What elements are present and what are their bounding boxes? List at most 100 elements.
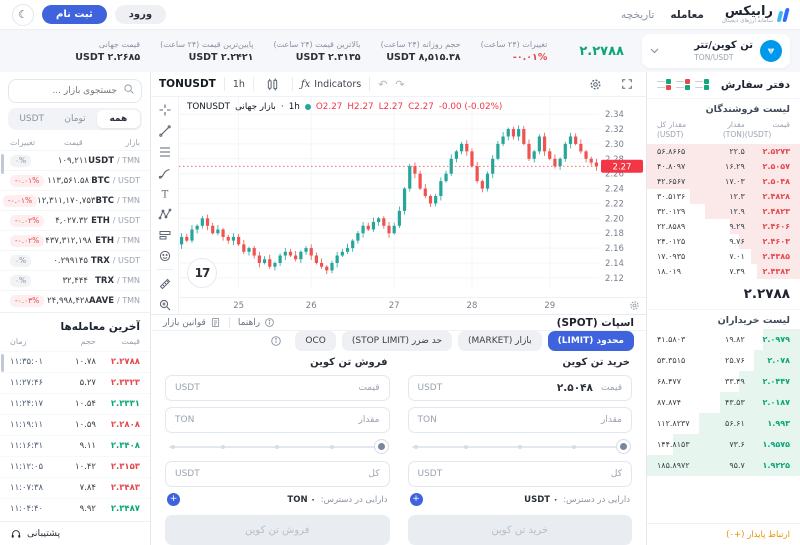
book-price: ۱.۹۵۷۵ [762,440,790,450]
svg-text:2.30: 2.30 [605,140,624,150]
book-view-sell-icon[interactable] [676,79,690,91]
order-type-info-icon[interactable] [265,332,287,351]
buy-balance: دارایی در دسترس: ۰ USDT + [409,493,630,506]
sell-slider-handle[interactable] [374,440,388,453]
trend-line-icon[interactable] [154,122,176,141]
market-row[interactable]: TRX / TMN ۳۲,۴۴۴ ۰% [0,270,150,290]
sell-total-field[interactable]: کل USDT [165,461,390,487]
indicators-button[interactable]: ƒx Indicators [300,78,362,90]
market-scrollbar[interactable] [1,154,4,174]
chart-settings-gear-icon[interactable] [584,75,606,94]
support-link[interactable]: پشتیبانی [0,521,150,545]
help-link[interactable]: راهنما [238,317,275,328]
order-book-row[interactable]: ۲.۰۴۴۷ ۳۳.۴۹ ۶۸.۴۷۷ [647,371,800,393]
buy-price-field[interactable]: قیمت ۲.۵۰۴۸ USDT [407,375,632,401]
time-axis-label: 27 [388,301,400,311]
long-position-icon[interactable] [154,226,176,245]
crosshair-icon[interactable] [154,101,176,120]
redo-icon[interactable]: ↷ [395,77,405,91]
sell-amount-field[interactable]: مقدار TON [165,407,390,433]
book-total: ۱۸۵.۸۹۷۲ [657,461,690,471]
market-row[interactable]: USDT / TMN ۱۰۹,۲۱۱ ۰% [0,150,150,170]
theme-toggle[interactable]: ☾ [12,3,34,26]
deposit-ton-icon[interactable]: + [167,493,180,506]
order-book-row[interactable]: ۲.۴۸۲۸ ۱۲.۳ ۳۰.۵۱۳۶ [647,189,800,205]
market-row[interactable]: ETH / TMN ۴۳۷,۳۱۲,۱۹۸ -۰.۰۲% [0,230,150,250]
xabcd-pattern-icon[interactable] [154,205,176,224]
book-price: ۲.۴۸۲۳ [762,207,790,217]
order-type-button[interactable]: حد ضرر (STOP LIMIT) [341,331,453,351]
pair-selector[interactable]: تن کوین/تتر TON/USDT [642,34,790,68]
market-row[interactable]: BTC / TMN ۱۲,۳۱۱,۱۷۰,۷۵۳ -۰.۰۱% [0,190,150,210]
market-change: -۰.۰۲% [10,234,45,247]
text-tool-icon[interactable]: T [154,184,176,203]
order-book-row[interactable]: ۲.۰۷۸ ۲۵.۷۶ ۵۳.۳۵۱۵ [647,350,800,372]
trade-time: ۱۱:۱۶:۳۱ [10,441,44,451]
login-button[interactable]: ورود [114,5,167,24]
buy-total-field[interactable]: کل USDT [407,461,632,487]
ton-coin-icon [760,40,782,62]
book-view-both-icon[interactable] [695,79,709,91]
zoom-in-icon[interactable] [154,295,176,314]
order-book-row[interactable]: ۲.۰۱۸۷ ۴۳.۵۳ ۸۷.۸۷۴ [647,392,800,414]
axis-settings-gear-icon[interactable] [629,300,640,311]
register-button[interactable]: ثبت نام [42,5,107,24]
brush-icon[interactable] [154,163,176,182]
market-price: ۰.۲۹۹۱۴۵ [53,255,88,266]
chart-legend: TONUSDT بازار جهانی · 1h O2.27 H2.27 L2.27 … [187,102,503,112]
order-book-row[interactable]: ۲.۵۰۵۷ ۱۶.۲۹ ۴۰.۸۰۹۷ [647,159,800,175]
brand-logo[interactable]: رابیکس سامانه ارزهای دیجیتال [722,5,790,24]
market-row[interactable]: TRX / USDT ۰.۲۹۹۱۴۵ ۰% [0,250,150,270]
depth-bar [647,144,800,160]
chart-symbol-button[interactable]: TONUSDT [159,78,216,90]
search-input[interactable] [8,79,142,103]
emoji-icon[interactable] [154,247,176,266]
buy-slider-handle[interactable] [617,440,630,453]
market-tab[interactable]: همه [96,110,140,128]
deposit-usdt-icon[interactable]: + [409,493,423,506]
candle-style-icon[interactable] [262,75,284,94]
market-tab[interactable]: تومان [64,114,86,124]
market-row[interactable]: BTC / USDT ۱۱۳,۵۶۱.۵۸ -۰.۰۱% [0,170,150,190]
nav-item[interactable]: تاریخچه [621,8,655,21]
order-book-row[interactable]: ۲.۵۰۴۸ ۱۷.۰۳ ۴۲.۶۵۶۷ [647,174,800,190]
tradingview-logo[interactable]: 17 [187,258,217,288]
time-axis[interactable]: 25 26 27 28 29 [179,297,646,314]
buy-submit-button[interactable]: خرید تن کوین [407,515,632,545]
book-price: ۲.۰۷۸ [767,356,790,366]
order-type-button[interactable]: بازار (MARKET) [458,331,542,351]
book-price: ۲.۵۲۷۳ [762,147,790,157]
trade-row: ۲.۳۳۲۳ ۵.۲۷ ۱۱:۲۷:۴۶ [0,372,150,393]
market-tab[interactable]: USDT [19,114,45,124]
order-type-button[interactable]: محدود (LIMIT) [547,331,634,351]
interval-button[interactable]: 1h [232,78,245,90]
undo-icon[interactable]: ↶ [378,77,388,91]
order-type-button[interactable]: OCO [295,331,336,351]
order-book-row[interactable]: ۱.۹۲۲۵ ۹۵.۷ ۱۸۵.۸۹۷۲ [647,455,800,477]
order-book-row[interactable]: ۲.۴۶۰۶ ۹.۲۹ ۲۲.۸۵۸۹ [647,219,800,235]
trade-price: ۲.۳۱۵۳ [110,462,140,472]
market-row[interactable]: AAVE / TMN ۲۴,۹۹۸,۴۲۸ -۰.۰۳% [0,290,150,310]
nav-item[interactable]: معامله [670,8,704,21]
buy-amount-slider[interactable] [411,439,630,455]
book-view-buy-icon[interactable] [657,79,671,91]
order-book-row[interactable]: ۲.۰۹۷۹ ۱۹.۸۲ ۴۱.۵۸۰۳ [647,329,800,351]
order-book-row[interactable]: ۲.۴۳۸۵ ۷.۰۱ ۱۷.۰۹۳۵ [647,249,800,265]
price-chart-svg[interactable]: 2.122.142.162.182.202.222.242.262.282.30… [179,97,645,297]
order-book-row[interactable]: ۱.۹۹۳ ۵۶.۶۱ ۱۱۲.۸۲۳۷ [647,413,800,435]
order-book-row[interactable]: ۲.۴۳۸۳ ۷.۳۹ ۱۸.۰۱۹ [647,264,800,280]
order-book-row[interactable]: ۲.۵۲۷۳ ۲۲.۵ ۵۶.۸۶۶۵ [647,144,800,160]
order-book-row[interactable]: ۲.۴۸۲۳ ۱۲.۹ ۳۲.۰۱۲۹ [647,204,800,220]
sell-amount-slider[interactable] [169,439,388,455]
market-rules-link[interactable]: قوانین بازار [163,317,221,328]
sell-submit-button[interactable]: فروش تن کوین [165,515,390,545]
sell-price-field[interactable]: قیمت USDT [165,375,390,401]
fib-retracement-icon[interactable] [154,143,176,162]
fullscreen-icon[interactable] [616,75,638,94]
measure-ruler-icon[interactable] [154,274,176,293]
market-row[interactable]: ETH / USDT ۴,۰۲۷.۳۲ -۰.۰۲% [0,210,150,230]
order-book-row[interactable]: ۲.۴۶۰۳ ۹.۷۶ ۲۴.۰۱۲۵ [647,234,800,250]
buy-amount-field[interactable]: مقدار TON [407,407,632,433]
trades-scrollbar[interactable] [1,354,4,372]
order-book-row[interactable]: ۱.۹۵۷۵ ۷۳.۶ ۱۴۴.۸۱۵۳ [647,434,800,456]
